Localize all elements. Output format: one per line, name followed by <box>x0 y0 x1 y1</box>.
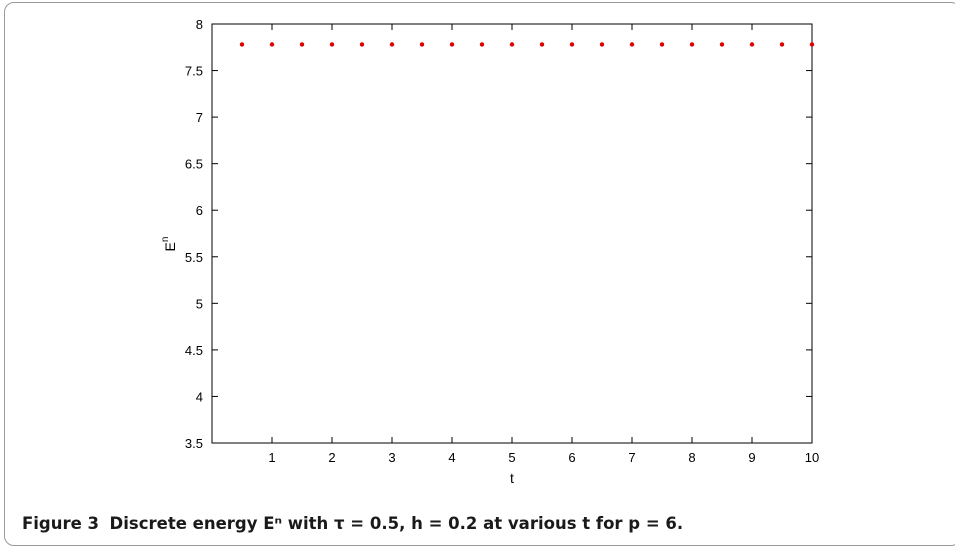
data-point <box>629 42 635 47</box>
y-tick-label: 6 <box>196 203 203 218</box>
data-point <box>239 42 245 47</box>
y-tick-label: 6.5 <box>185 157 203 172</box>
y-tick-label: 5 <box>196 296 203 311</box>
x-tick-label: 2 <box>328 450 335 465</box>
y-tick-label: 5.5 <box>185 250 203 265</box>
data-point <box>299 42 305 47</box>
data-point <box>719 42 725 47</box>
data-point <box>479 42 485 47</box>
x-tick-label: 10 <box>805 450 819 465</box>
figure-label: Figure 3 <box>22 514 100 533</box>
x-tick-label: 7 <box>628 450 635 465</box>
data-point <box>269 42 275 47</box>
data-point <box>779 42 785 47</box>
figure-frame <box>4 2 955 546</box>
data-point <box>749 42 755 47</box>
y-tick-label: 8 <box>196 17 203 32</box>
x-tick-label: 8 <box>688 450 695 465</box>
data-point <box>509 42 515 47</box>
data-point <box>659 42 665 47</box>
data-points <box>239 42 815 47</box>
y-tick-label: 7.5 <box>185 64 203 79</box>
plot-border <box>211 23 813 444</box>
data-point <box>689 42 695 47</box>
x-axis-label: t <box>510 470 514 486</box>
y-tick-label: 7 <box>196 110 203 125</box>
y-axis-label-superscript: n <box>160 237 171 243</box>
figure-caption: Figure 3 Discrete energy Eⁿ with τ = 0.5… <box>22 514 683 533</box>
data-point <box>569 42 575 47</box>
x-tick-label: 3 <box>388 450 395 465</box>
data-point <box>389 42 395 47</box>
y-tick-label: 4 <box>196 389 203 404</box>
y-tick-label: 4.5 <box>185 343 203 358</box>
x-tick-label: 6 <box>568 450 575 465</box>
data-point <box>449 42 455 47</box>
x-tick-label: 5 <box>508 450 515 465</box>
axes <box>211 23 813 444</box>
data-point <box>539 42 545 47</box>
y-tick-label: 3.5 <box>185 436 203 451</box>
data-point <box>329 42 335 47</box>
svg-text:En: En <box>160 237 178 252</box>
y-axis-label: E <box>162 242 178 251</box>
data-point <box>419 42 425 47</box>
x-tick-label: 1 <box>268 450 275 465</box>
caption-text: Discrete energy Eⁿ with τ = 0.5, h = 0.2… <box>109 514 684 533</box>
x-tick-label: 4 <box>448 450 455 465</box>
ticks: 1 2 3 4 5 6 7 8 9 10 3.5 4 4.5 5 5.5 6 6.5 7 7.5 8 <box>185 17 819 465</box>
x-tick-label: 9 <box>748 450 755 465</box>
data-point <box>359 42 365 47</box>
y-axis-label-group: En <box>160 237 178 252</box>
data-point <box>809 42 815 47</box>
data-point <box>599 42 605 47</box>
